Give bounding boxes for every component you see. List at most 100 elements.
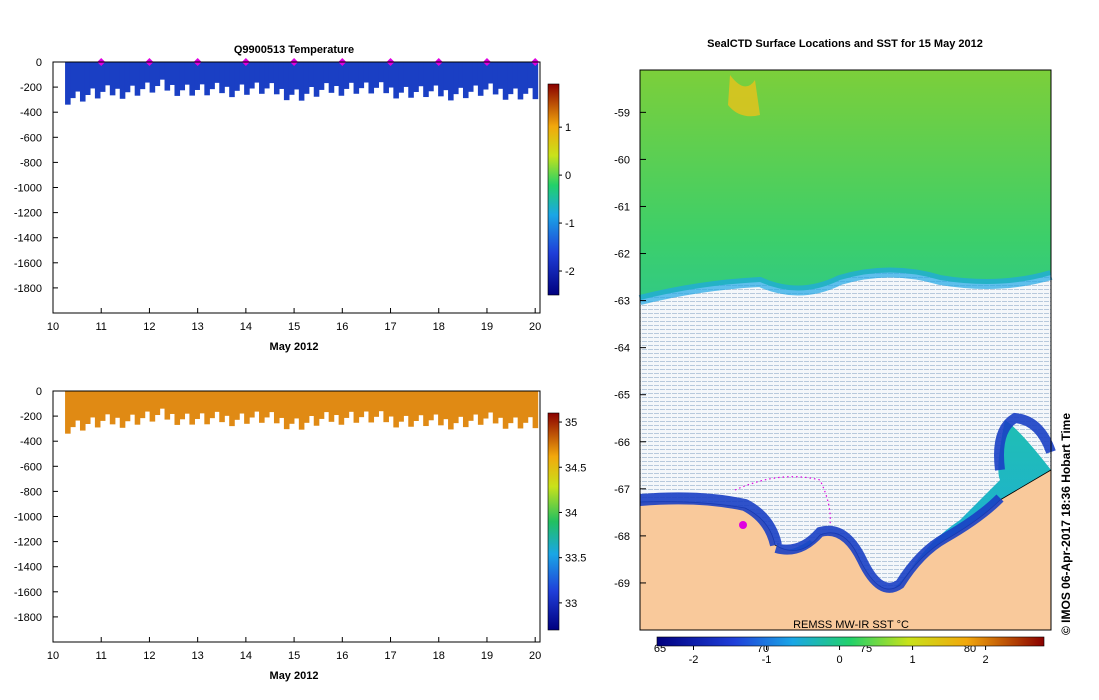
x-tick-label: 14: [240, 650, 252, 662]
profile-column: [204, 391, 210, 425]
profile-column: [154, 62, 161, 87]
profile-column: [219, 62, 225, 94]
profile-column: [70, 391, 76, 428]
y-tick-label: -1600: [14, 258, 42, 270]
profile-column: [278, 391, 285, 418]
profile-column: [482, 62, 489, 90]
profile-column: [408, 391, 414, 427]
temperature-x-label: May 2012: [270, 341, 319, 353]
profile-column: [89, 391, 96, 418]
profile-column: [517, 62, 524, 100]
profile-column: [497, 391, 504, 418]
profile-column: [75, 391, 81, 421]
temperature-colorbar-ticks: 1 0 -1 -2: [559, 122, 575, 278]
profile-column: [134, 391, 141, 425]
profile-column: [159, 62, 166, 80]
x-tick-label: 18: [433, 321, 445, 333]
lat-tick-label: -66: [614, 437, 630, 449]
profile-column: [353, 62, 360, 94]
salinity-plot-frame: [52, 390, 541, 643]
profile-column: [323, 391, 330, 413]
profile-column: [388, 391, 394, 417]
profile-column: [368, 62, 375, 94]
colorbar-tick-label: 1: [565, 122, 571, 134]
profile-column: [373, 391, 380, 417]
profile-column: [169, 391, 176, 414]
profile-column: [139, 391, 146, 419]
profile-column: [129, 391, 136, 415]
x-tick-label: 15: [288, 650, 300, 662]
profile-column: [104, 62, 111, 86]
colorbar-tick-label: 35: [565, 417, 577, 429]
lat-tick-label: -64: [614, 343, 630, 355]
profile-column: [433, 62, 439, 86]
profile-column: [219, 391, 225, 423]
profile-column: [527, 62, 534, 89]
map-area: [638, 69, 1056, 631]
temperature-title: Q9900513 Temperature: [234, 44, 354, 56]
profile-column: [373, 62, 380, 88]
profile-column: [209, 391, 215, 419]
x-tick-label: 11: [96, 650, 107, 662]
salinity-colorbar-ticks: 35 34.5 34 33.5 33: [559, 417, 586, 610]
y-tick-label: -1200: [14, 208, 42, 220]
lat-tick-label: -59: [614, 107, 630, 119]
coastal-sst-band-west: [639, 492, 782, 547]
profile-column: [512, 62, 519, 89]
profile-column: [388, 62, 394, 88]
profile-column: [70, 62, 76, 99]
profile-column: [259, 391, 265, 423]
profile-column: [224, 391, 230, 416]
profile-column: [114, 391, 121, 418]
coastal-sst-band-east: [774, 494, 1004, 593]
profile-column: [358, 391, 365, 418]
profile-column: [109, 391, 116, 425]
profile-column: [94, 391, 101, 428]
profile-column: [254, 391, 260, 412]
profile-column: [278, 62, 285, 89]
profile-column: [288, 391, 295, 424]
profile-column: [502, 62, 509, 100]
y-tick-label: -1000: [14, 183, 42, 195]
profile-column: [119, 391, 126, 428]
lat-tick-label: -67: [614, 484, 630, 496]
temperature-plot-frame: [52, 61, 541, 314]
profile-column: [229, 391, 235, 427]
profile-column: [104, 391, 111, 415]
profile-column: [144, 62, 151, 83]
lat-tick-label: -65: [614, 390, 630, 402]
profile-column: [428, 391, 434, 421]
profile-column: [99, 391, 106, 421]
profile-column: [522, 62, 529, 94]
profile-column: [393, 391, 399, 428]
profile-column: [433, 391, 439, 415]
profile-column: [204, 62, 210, 96]
profile-column: [259, 62, 265, 94]
profile-column: [472, 62, 479, 86]
profile-column: [149, 391, 156, 422]
x-tick-label: 20: [529, 650, 541, 662]
profile-column: [264, 391, 270, 418]
profile-column: [164, 62, 171, 91]
x-tick-label: 19: [481, 650, 493, 662]
profile-column: [363, 391, 370, 412]
profile-column: [194, 391, 200, 419]
profile-column: [467, 391, 474, 421]
profile-column: [65, 391, 71, 434]
salinity-x-label: May 2012: [270, 670, 319, 682]
profile-column: [79, 62, 86, 102]
profile-column: [453, 62, 459, 95]
profile-column: [273, 62, 280, 95]
x-tick-label: 10: [47, 650, 59, 662]
profile-column: [129, 62, 136, 86]
profile-column: [438, 62, 444, 97]
profile-column: [283, 391, 290, 430]
profile-column: [234, 62, 240, 91]
profile-column: [383, 391, 389, 423]
profile-column: [333, 391, 340, 416]
salinity-x-ticks: 10 11 12 13 14 15 16 17 18 19 20: [47, 637, 541, 662]
profile-column: [234, 391, 240, 420]
profile-column: [492, 62, 499, 95]
profile-column: [109, 62, 116, 96]
profile-column: [298, 62, 305, 101]
